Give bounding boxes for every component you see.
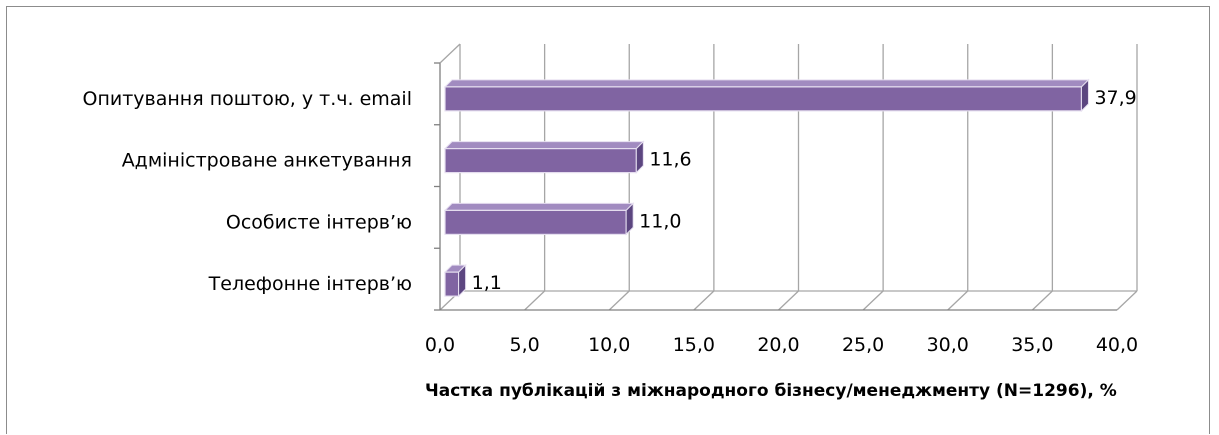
x-tick-label: 25,0	[842, 334, 884, 356]
data-label: 11,0	[639, 210, 681, 232]
category-label: Опитування поштою, у т.ч. email	[83, 88, 413, 110]
x-tick-label: 40,0	[1096, 334, 1138, 356]
chart-frame	[6, 6, 1210, 434]
gridline-floor	[947, 290, 969, 311]
bar-end-face	[635, 140, 644, 174]
bar	[444, 209, 627, 235]
x-tick-label: 10,0	[588, 334, 630, 356]
bar-end-face	[625, 202, 634, 236]
gridline-floor	[524, 290, 546, 311]
chart-labels: 0,0 5,0 10,0 15,0 20,0 25,0 30,0 35,0 40,0 37,9 Оп…	[83, 87, 1139, 356]
bar	[444, 271, 460, 297]
gridline-floor	[693, 290, 715, 311]
bar-end-face	[1080, 78, 1089, 113]
bar	[444, 86, 1083, 112]
gridline-floor	[1031, 290, 1053, 311]
data-label: 37,9	[1094, 87, 1136, 109]
x-tick-label: 20,0	[757, 334, 799, 356]
chart-axes	[434, 43, 1137, 311]
gridline-floor	[608, 290, 630, 311]
bar	[444, 148, 637, 174]
category-label: Адміністроване анкетування	[122, 150, 412, 172]
gridline-floor	[778, 290, 799, 311]
bar-end-face	[458, 263, 467, 298]
x-tick-label: 15,0	[673, 334, 715, 356]
wall-top-edge	[439, 43, 461, 64]
bar-top-face	[443, 202, 635, 211]
gridline-floor	[862, 290, 884, 311]
data-label: 11,6	[649, 149, 691, 171]
x-tick-label: 30,0	[927, 334, 969, 356]
gridline-floor	[1116, 290, 1138, 311]
chart-bars	[443, 78, 1090, 298]
bar-top-face	[443, 141, 645, 150]
x-tick-label: 0,0	[425, 334, 455, 356]
category-label: Особисте інтерв’ю	[226, 211, 412, 233]
bar-top-face	[443, 79, 1090, 88]
x-tick-label: 35,0	[1011, 334, 1053, 356]
x-tick-label: 5,0	[510, 334, 540, 356]
category-label: Телефонне інтерв’ю	[208, 273, 412, 295]
x-axis-title: Частка публікацій з міжнародного бізнесу…	[425, 381, 1117, 401]
data-label: 1,1	[472, 272, 502, 294]
